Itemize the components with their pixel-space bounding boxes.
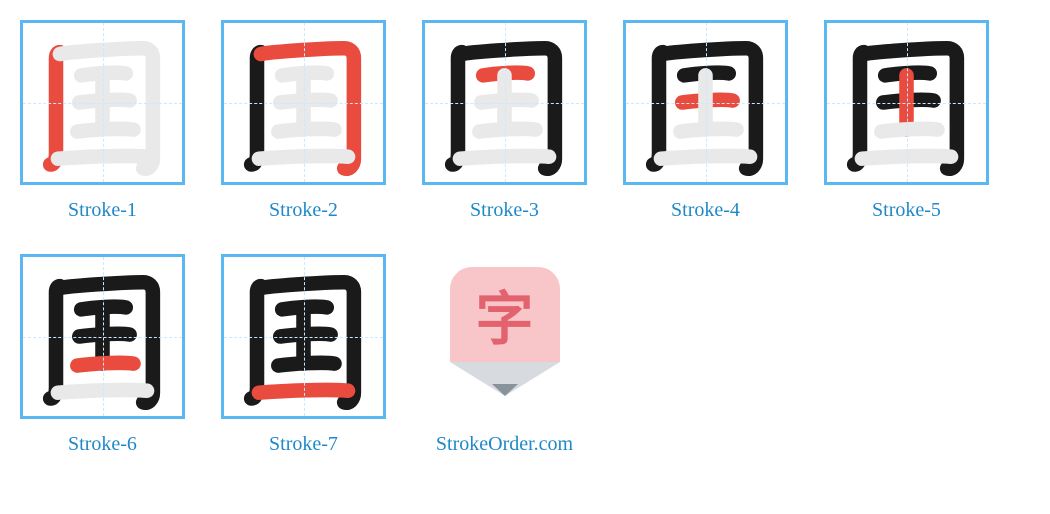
stroke-caption: Stroke-6 xyxy=(68,433,137,456)
stroke-cell: Stroke-4 xyxy=(623,20,788,222)
stroke-caption: Stroke-3 xyxy=(470,199,539,222)
logo-tile: 字 xyxy=(422,254,587,419)
pencil-char: 字 xyxy=(475,272,533,356)
stroke-tile xyxy=(20,254,185,419)
stroke-caption: Stroke-7 xyxy=(269,433,338,456)
stroke-caption: Stroke-2 xyxy=(269,199,338,222)
guide-lines xyxy=(23,257,182,416)
logo-cell: 字 StrokeOrder.com xyxy=(422,254,587,456)
stroke-cell: Stroke-2 xyxy=(221,20,386,222)
stroke-caption: Stroke-1 xyxy=(68,199,137,222)
stroke-tile xyxy=(824,20,989,185)
guide-lines xyxy=(425,23,584,182)
stroke-tile xyxy=(221,20,386,185)
stroke-cell: Stroke-7 xyxy=(221,254,386,456)
pencil-icon: 字 xyxy=(450,267,560,407)
guide-lines xyxy=(827,23,986,182)
stroke-cell: Stroke-1 xyxy=(20,20,185,222)
stroke-tile xyxy=(422,20,587,185)
stroke-caption: Stroke-4 xyxy=(671,199,740,222)
stroke-tile xyxy=(20,20,185,185)
guide-lines xyxy=(224,23,383,182)
guide-lines xyxy=(224,257,383,416)
guide-lines xyxy=(23,23,182,182)
stroke-caption: Stroke-5 xyxy=(872,199,941,222)
stroke-cell: Stroke-6 xyxy=(20,254,185,456)
stroke-tile xyxy=(623,20,788,185)
stroke-cell: Stroke-5 xyxy=(824,20,989,222)
stroke-order-grid: Stroke-1 Stroke-2 Stroke-3 Stroke-4 Stroke-5… xyxy=(20,20,1030,456)
stroke-tile xyxy=(221,254,386,419)
guide-lines xyxy=(626,23,785,182)
stroke-cell: Stroke-3 xyxy=(422,20,587,222)
attribution-text: StrokeOrder.com xyxy=(436,433,573,456)
